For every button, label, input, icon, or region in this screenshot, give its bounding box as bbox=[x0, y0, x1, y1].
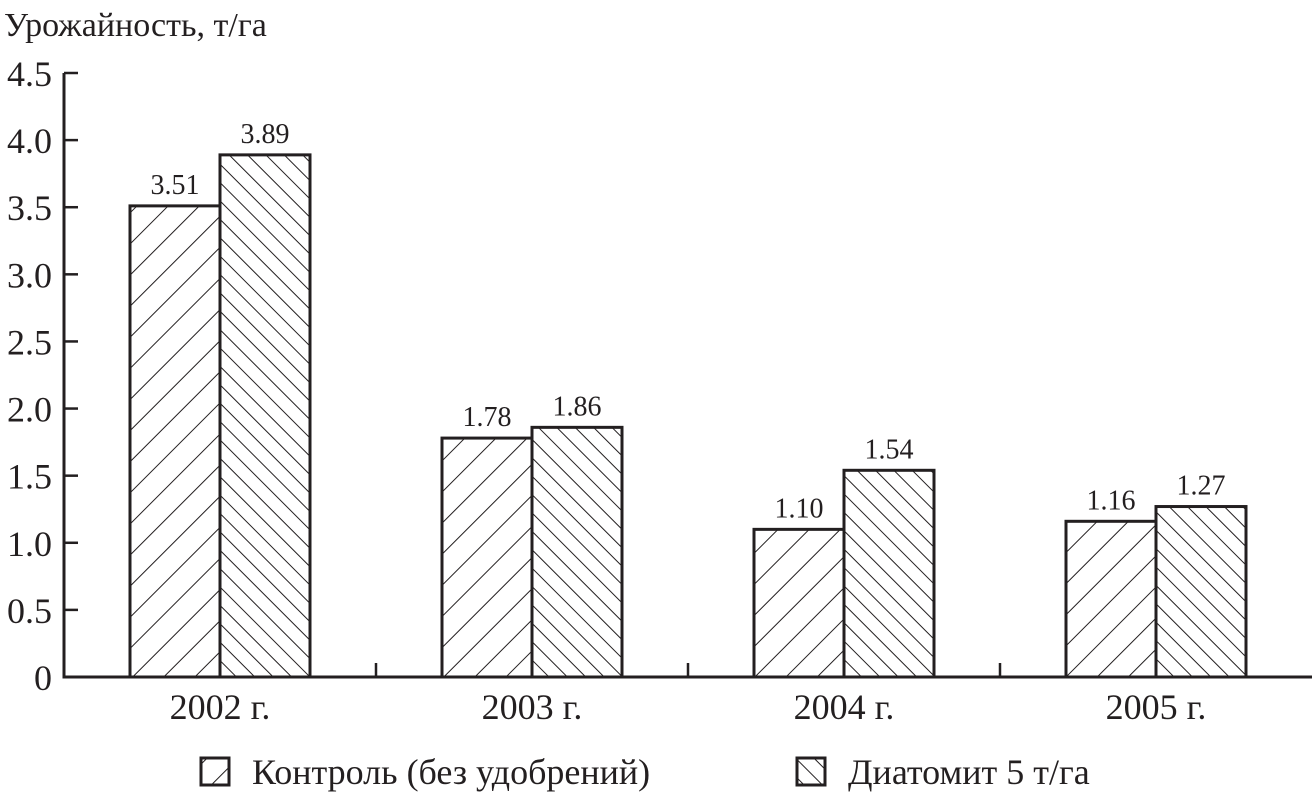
data-label: 1.54 bbox=[865, 434, 914, 465]
legend-swatch-control bbox=[199, 756, 231, 787]
legend-label: Диатомит 5 т/га bbox=[848, 752, 1090, 792]
legend-label: Контроль (без удобрений) bbox=[252, 752, 650, 792]
bar-diatomite bbox=[530, 425, 624, 679]
y-tick-label: 1.5 bbox=[7, 457, 52, 497]
bar-diatomite bbox=[218, 153, 312, 679]
data-label: 3.51 bbox=[151, 170, 200, 201]
legend: Контроль (без удобрений) Диатомит 5 т/га bbox=[199, 752, 1090, 792]
y-tick-label: 4.0 bbox=[7, 121, 52, 161]
bar-control bbox=[440, 436, 534, 679]
x-tick-label: 2004 г. bbox=[794, 687, 895, 727]
bar-control bbox=[128, 204, 222, 679]
y-tick-label: 0 bbox=[34, 658, 52, 698]
y-tick-label: 3.0 bbox=[7, 255, 52, 295]
y-tick-label: 3.5 bbox=[7, 188, 52, 228]
data-label: 1.16 bbox=[1087, 485, 1136, 516]
bar-control bbox=[752, 527, 846, 679]
data-label: 1.10 bbox=[775, 493, 824, 524]
x-tick-label: 2002 г. bbox=[170, 687, 271, 727]
y-tick-label: 0.5 bbox=[7, 591, 52, 631]
bar-control bbox=[1064, 519, 1158, 679]
bar-diatomite bbox=[1154, 505, 1248, 679]
data-label: 1.27 bbox=[1177, 471, 1226, 502]
x-tick-label: 2005 г. bbox=[1106, 687, 1207, 727]
x-tick-label: 2003 г. bbox=[482, 687, 583, 727]
y-tick-label: 2.5 bbox=[7, 322, 52, 362]
legend-swatch-diatomite bbox=[795, 756, 827, 787]
y-tick-label: 1.0 bbox=[7, 524, 52, 564]
y-axis-label: Урожайность, т/га bbox=[4, 7, 267, 44]
y-tick-label: 4.5 bbox=[7, 54, 52, 94]
bar-diatomite bbox=[842, 468, 936, 679]
data-label: 1.78 bbox=[463, 402, 512, 433]
data-label: 3.89 bbox=[241, 119, 290, 150]
data-label: 1.86 bbox=[553, 391, 602, 422]
y-tick-label: 2.0 bbox=[7, 390, 52, 430]
